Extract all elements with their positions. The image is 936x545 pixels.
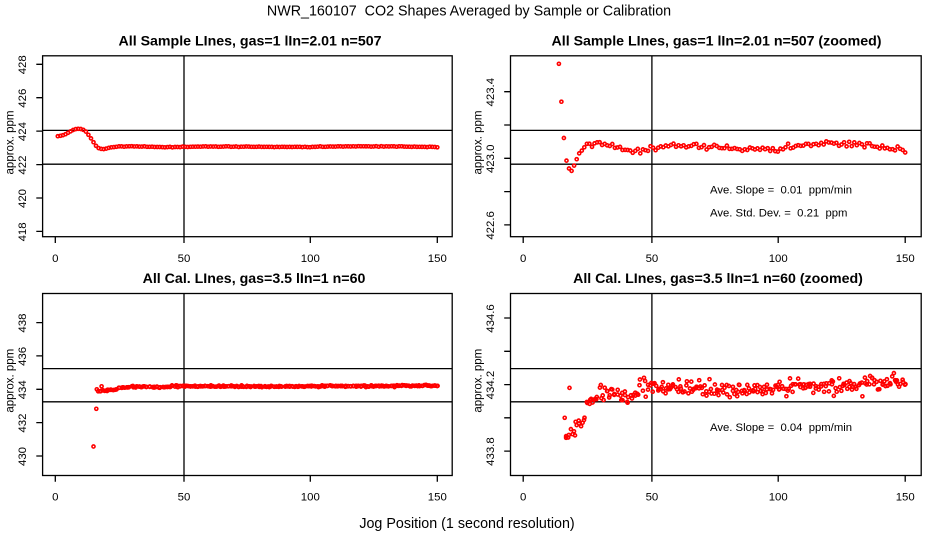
svg-text:approx. ppm: approx. ppm xyxy=(473,349,485,413)
svg-text:0: 0 xyxy=(52,492,58,504)
svg-text:0: 0 xyxy=(520,253,526,265)
svg-text:432: 432 xyxy=(17,414,29,433)
svg-text:Jog Position (1 second resolut: Jog Position (1 second resolution) xyxy=(359,516,574,532)
svg-text:434.6: 434.6 xyxy=(485,304,497,333)
svg-text:436: 436 xyxy=(17,347,29,366)
svg-text:NWR_160107 CO2 Shapes Average: NWR_160107 CO2 Shapes Averaged by Sample… xyxy=(267,4,671,20)
svg-text:Ave. Slope = 0.01 ppm/min: Ave. Slope = 0.01 ppm/min xyxy=(710,184,852,196)
svg-text:All Cal. LInes, gas=3.5 lIn=1: All Cal. LInes, gas=3.5 lIn=1 n=60 (zoom… xyxy=(573,271,863,287)
svg-text:424: 424 xyxy=(17,122,29,141)
svg-text:All Sample LInes, gas=1 lIn=2.: All Sample LInes, gas=1 lIn=2.01 n=507 xyxy=(119,34,382,50)
svg-text:100: 100 xyxy=(301,253,320,265)
svg-text:422: 422 xyxy=(17,156,29,175)
svg-text:Ave. Std. Dev. = 0.21 ppm: Ave. Std. Dev. = 0.21 ppm xyxy=(710,207,847,219)
svg-text:100: 100 xyxy=(769,492,788,504)
svg-text:50: 50 xyxy=(646,253,659,265)
svg-text:150: 150 xyxy=(428,492,447,504)
svg-text:433.8: 433.8 xyxy=(485,437,497,466)
svg-text:430: 430 xyxy=(17,447,29,466)
svg-text:438: 438 xyxy=(17,314,29,333)
svg-text:50: 50 xyxy=(178,492,191,504)
svg-text:Ave. Slope = 0.04 ppm/min: Ave. Slope = 0.04 ppm/min xyxy=(710,422,852,434)
svg-text:423.4: 423.4 xyxy=(485,78,497,107)
svg-text:426: 426 xyxy=(17,89,29,108)
svg-text:approx. ppm: approx. ppm xyxy=(5,111,17,175)
svg-text:50: 50 xyxy=(178,253,191,265)
svg-text:420: 420 xyxy=(17,189,29,208)
svg-text:100: 100 xyxy=(769,253,788,265)
svg-text:approx. ppm: approx. ppm xyxy=(473,111,485,175)
svg-text:434.2: 434.2 xyxy=(485,371,497,400)
svg-text:0: 0 xyxy=(520,492,526,504)
svg-text:50: 50 xyxy=(646,492,659,504)
svg-text:approx. ppm: approx. ppm xyxy=(5,349,17,413)
svg-text:100: 100 xyxy=(301,492,320,504)
svg-text:150: 150 xyxy=(896,492,915,504)
svg-text:0: 0 xyxy=(52,253,58,265)
svg-text:150: 150 xyxy=(896,253,915,265)
svg-text:423.0: 423.0 xyxy=(485,145,497,174)
svg-text:All Sample LInes, gas=1 lIn=2.: All Sample LInes, gas=1 lIn=2.01 n=507 (… xyxy=(552,34,882,50)
svg-text:434: 434 xyxy=(17,380,29,399)
svg-text:All Cal. LInes, gas=3.5 lIn=1: All Cal. LInes, gas=3.5 lIn=1 n=60 xyxy=(143,271,366,287)
svg-text:422.6: 422.6 xyxy=(485,211,497,240)
svg-text:150: 150 xyxy=(428,253,447,265)
svg-text:428: 428 xyxy=(17,55,29,74)
svg-text:418: 418 xyxy=(17,222,29,241)
